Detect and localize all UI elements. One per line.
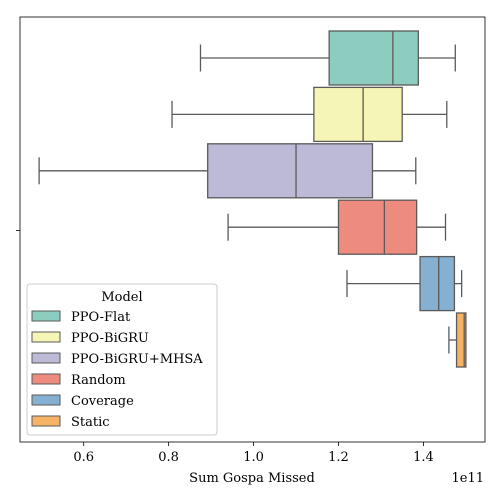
x-axis-label: Sum Gospa Missed bbox=[189, 471, 315, 486]
legend-label: PPO-BiGRU+MHSA bbox=[71, 352, 203, 367]
legend-label: Static bbox=[71, 415, 110, 430]
iqr-box bbox=[337, 199, 418, 255]
x-tick-label: 1.4 bbox=[413, 450, 434, 465]
x-tick-label: 0.8 bbox=[158, 450, 179, 465]
legend-swatch bbox=[31, 331, 61, 343]
plot-frame bbox=[19, 16, 486, 443]
legend-entry-ppo-flat: PPO-Flat bbox=[31, 310, 131, 325]
legend-entry-random: Random bbox=[31, 373, 126, 388]
legend-swatch bbox=[31, 394, 61, 406]
x-ticks-layer: 0.6 0.8 1.0 1.2 1.4 bbox=[73, 442, 434, 465]
legend-title: Model bbox=[101, 290, 142, 305]
box-random bbox=[227, 199, 447, 255]
iqr-box bbox=[419, 255, 456, 312]
iqr-box bbox=[455, 312, 467, 368]
box-static bbox=[448, 312, 467, 368]
legend-swatch bbox=[31, 352, 61, 364]
boxes-layer bbox=[38, 30, 467, 368]
x-tick-label: 1.2 bbox=[328, 450, 349, 465]
legend-entries: PPO-Flat PPO-BiGRU PPO-BiGRU+MHSA Random Cov… bbox=[31, 310, 203, 430]
x-tick-label: 0.6 bbox=[73, 450, 94, 465]
legend: Model PPO-Flat PPO-BiGRU PPO-BiGRU+MHSA Ran… bbox=[26, 283, 218, 436]
legend-label: PPO-BiGRU bbox=[71, 331, 149, 346]
legend-entry-static: Static bbox=[31, 415, 110, 430]
iqr-box bbox=[313, 86, 403, 143]
x-tick-label: 1.0 bbox=[243, 450, 264, 465]
box-ppo-bigru bbox=[171, 86, 448, 143]
legend-swatch bbox=[31, 373, 61, 385]
legend-label: Random bbox=[71, 373, 126, 388]
legend-entry-ppo-bigru: PPO-BiGRU bbox=[31, 331, 149, 346]
iqr-box bbox=[328, 30, 419, 86]
legend-swatch bbox=[31, 415, 61, 427]
legend-label: Coverage bbox=[71, 394, 134, 409]
box-ppo-flat bbox=[199, 30, 456, 86]
legend-entry-coverage: Coverage bbox=[31, 394, 134, 409]
legend-frame bbox=[26, 283, 218, 436]
box-coverage bbox=[346, 255, 463, 312]
legend-swatch bbox=[31, 310, 61, 322]
legend-entry-ppo-bigru-mhsa: PPO-BiGRU+MHSA bbox=[31, 352, 203, 367]
legend-label: PPO-Flat bbox=[71, 310, 131, 325]
iqr-box bbox=[207, 143, 374, 199]
box-ppo-bigru-mhsa bbox=[38, 143, 417, 199]
x-axis-offset-label: 1e11 bbox=[451, 471, 484, 486]
